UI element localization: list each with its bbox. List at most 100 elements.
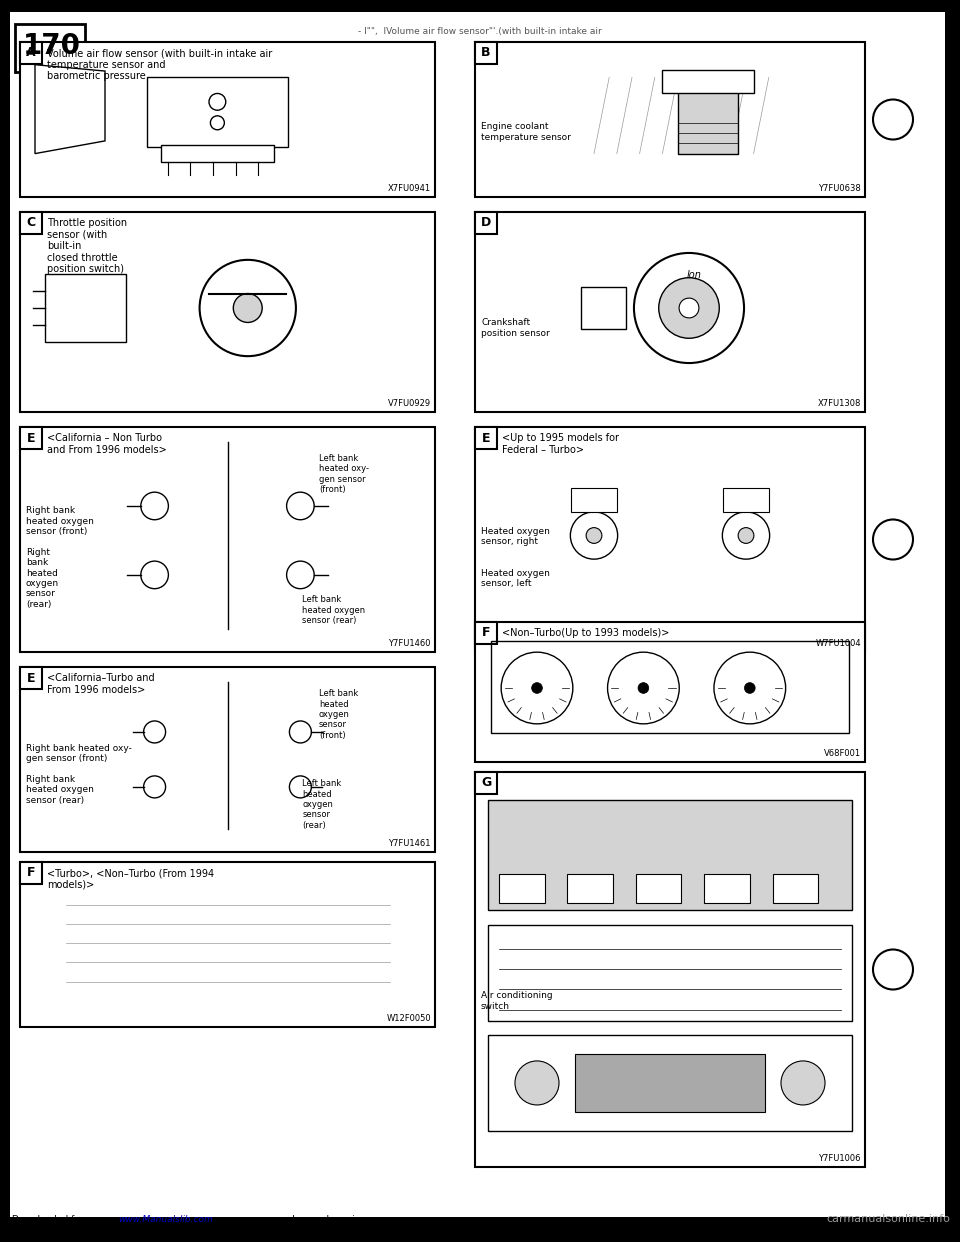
Circle shape xyxy=(873,519,913,559)
Bar xyxy=(475,622,497,645)
Circle shape xyxy=(532,683,542,693)
Circle shape xyxy=(210,116,225,129)
Text: Air conditioning
switch: Air conditioning switch xyxy=(481,991,553,1011)
Bar xyxy=(492,641,849,733)
Bar xyxy=(20,42,42,65)
Text: manuals search engine: manuals search engine xyxy=(258,1215,367,1225)
Text: - l"",  IVolume air flow sensor"'.(with built-in intake air: - l"", IVolume air flow sensor"'.(with b… xyxy=(358,27,602,36)
Text: Y7FU0638: Y7FU0638 xyxy=(818,184,861,193)
Text: Y7FU1460: Y7FU1460 xyxy=(389,638,431,648)
Text: X7FU0941: X7FU0941 xyxy=(388,184,431,193)
Text: Left bank
heated oxy-
gen sensor
(front): Left bank heated oxy- gen sensor (front) xyxy=(319,455,369,494)
Bar xyxy=(15,24,85,72)
Text: Volume air flow sensor (with built-in intake air
temperature sensor and
barometr: Volume air flow sensor (with built-in in… xyxy=(47,48,273,81)
Circle shape xyxy=(287,492,314,519)
Circle shape xyxy=(608,652,680,724)
Bar xyxy=(20,212,435,412)
Bar xyxy=(705,874,750,903)
Bar xyxy=(147,77,288,148)
Bar xyxy=(20,667,435,852)
Circle shape xyxy=(587,528,602,544)
Bar xyxy=(773,874,818,903)
Bar xyxy=(45,273,127,343)
Bar xyxy=(475,42,865,197)
Text: B: B xyxy=(481,46,491,60)
Bar xyxy=(488,925,852,1021)
Text: Y7FU1006: Y7FU1006 xyxy=(819,1154,861,1163)
Text: Crankshaft
position sensor: Crankshaft position sensor xyxy=(481,318,550,338)
Bar xyxy=(499,874,544,903)
Bar xyxy=(567,874,613,903)
Bar xyxy=(475,42,497,65)
Bar xyxy=(488,800,852,910)
Text: Left bank
heated
oxygen
sensor
(front): Left bank heated oxygen sensor (front) xyxy=(319,689,358,740)
Circle shape xyxy=(515,1061,559,1105)
Bar xyxy=(723,488,769,512)
Text: W12F0050: W12F0050 xyxy=(386,1013,431,1023)
Text: Throttle position
sensor (with
built-in
closed throttle
position switch): Throttle position sensor (with built-in … xyxy=(47,219,127,274)
Bar xyxy=(160,145,274,163)
Text: G: G xyxy=(481,776,492,790)
Text: V7FU0929: V7FU0929 xyxy=(388,399,431,409)
Bar xyxy=(581,287,626,329)
Circle shape xyxy=(570,512,617,559)
Text: <California–Turbo and
From 1996 models>: <California–Turbo and From 1996 models> xyxy=(47,673,155,694)
Text: Right bank
heated oxygen
sensor (front)

Right
bank
heated
oxygen
sensor
(rear): Right bank heated oxygen sensor (front) … xyxy=(26,507,94,609)
Circle shape xyxy=(141,561,168,589)
Circle shape xyxy=(634,253,744,363)
Circle shape xyxy=(289,776,311,797)
Circle shape xyxy=(233,293,262,323)
Circle shape xyxy=(638,683,649,693)
Text: lon: lon xyxy=(687,270,702,279)
Circle shape xyxy=(744,683,756,693)
Polygon shape xyxy=(35,65,105,154)
Circle shape xyxy=(209,93,226,111)
Text: Right bank heated oxy-
gen sensor (front)

Right bank
heated oxygen
sensor (rear: Right bank heated oxy- gen sensor (front… xyxy=(26,744,132,805)
Circle shape xyxy=(659,278,719,338)
Text: <Up to 1995 models for
Federal – Turbo>: <Up to 1995 models for Federal – Turbo> xyxy=(502,433,619,455)
Circle shape xyxy=(781,1061,825,1105)
Bar xyxy=(475,212,865,412)
Circle shape xyxy=(738,528,754,544)
Bar xyxy=(20,667,42,689)
Text: X7FU1308: X7FU1308 xyxy=(818,399,861,409)
Circle shape xyxy=(287,561,314,589)
Bar xyxy=(20,212,42,233)
Text: <Turbo>, <Non–Turbo (From 1994
models)>: <Turbo>, <Non–Turbo (From 1994 models)> xyxy=(47,868,214,889)
Text: Y7FU1461: Y7FU1461 xyxy=(389,840,431,848)
Text: F: F xyxy=(482,626,491,640)
Circle shape xyxy=(141,492,168,519)
Bar xyxy=(20,42,435,197)
Text: Left bank
heated
oxygen
sensor
(rear): Left bank heated oxygen sensor (rear) xyxy=(302,779,342,830)
Text: Left bank
heated oxygen
sensor (rear): Left bank heated oxygen sensor (rear) xyxy=(302,595,366,625)
Circle shape xyxy=(873,99,913,139)
Text: www.Manualslib.com: www.Manualslib.com xyxy=(118,1215,213,1225)
Text: C: C xyxy=(27,216,36,230)
Bar xyxy=(475,427,497,450)
Bar xyxy=(475,427,865,652)
Bar xyxy=(475,773,865,1167)
Bar xyxy=(20,427,435,652)
Circle shape xyxy=(289,720,311,743)
Circle shape xyxy=(144,776,165,797)
Text: E: E xyxy=(27,672,36,684)
Bar xyxy=(571,488,617,512)
Bar xyxy=(678,91,738,154)
Circle shape xyxy=(501,652,573,724)
Circle shape xyxy=(722,512,770,559)
Bar xyxy=(575,1053,765,1113)
Circle shape xyxy=(144,720,165,743)
Bar xyxy=(662,70,754,93)
Text: Engine coolant
temperature sensor: Engine coolant temperature sensor xyxy=(481,122,571,142)
Text: E: E xyxy=(27,431,36,445)
Circle shape xyxy=(714,652,785,724)
Bar xyxy=(20,862,435,1027)
Circle shape xyxy=(873,949,913,990)
Text: <California – Non Turbo
and From 1996 models>: <California – Non Turbo and From 1996 mo… xyxy=(47,433,167,455)
Bar xyxy=(20,862,42,884)
Text: Downloaded from: Downloaded from xyxy=(12,1215,95,1225)
Text: D: D xyxy=(481,216,492,230)
Text: F: F xyxy=(27,867,36,879)
Text: <Non–Turbo(Up to 1993 models)>: <Non–Turbo(Up to 1993 models)> xyxy=(502,628,669,638)
Text: V68F001: V68F001 xyxy=(824,749,861,758)
